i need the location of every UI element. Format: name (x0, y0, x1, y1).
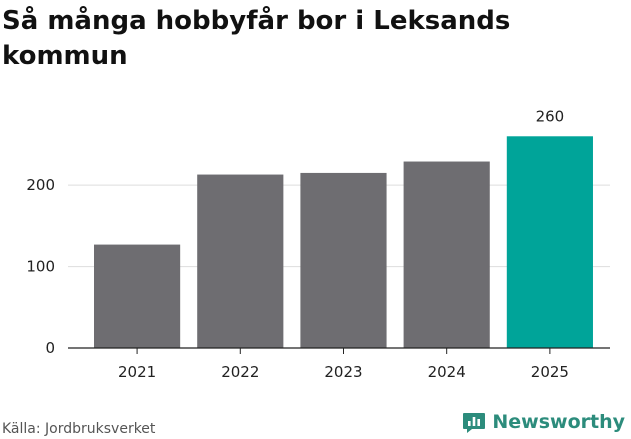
brand: Newsworthy (462, 409, 625, 435)
y-axis-ticks: 0 100 200 (26, 176, 55, 357)
x-axis-ticks: 2021 2022 2023 2024 2025 (118, 348, 569, 381)
chart-title: Så många hobbyfår bor i Leksands kommun (2, 6, 511, 71)
bar-2022 (197, 174, 284, 348)
y-tick-label: 100 (26, 258, 55, 276)
bar-2024 (403, 161, 490, 348)
bar-2023 (300, 172, 387, 348)
y-tick-label: 200 (26, 176, 55, 194)
data-labels: 260 (536, 107, 565, 125)
x-tick-label: 2025 (531, 363, 569, 381)
x-tick-label: 2022 (221, 363, 259, 381)
source-note: Källa: Jordbruksverket (2, 421, 156, 437)
y-tick-label: 0 (45, 339, 55, 357)
x-tick-label: 2021 (118, 363, 156, 381)
x-tick-label: 2023 (324, 363, 362, 381)
brand-name: Newsworthy (492, 411, 625, 433)
data-label: 260 (536, 107, 565, 125)
x-tick-label: 2024 (428, 363, 466, 381)
bars (94, 136, 593, 348)
bar-2025 (506, 136, 593, 348)
bar-2021 (94, 244, 181, 348)
newsworthy-logo-icon (463, 413, 486, 433)
